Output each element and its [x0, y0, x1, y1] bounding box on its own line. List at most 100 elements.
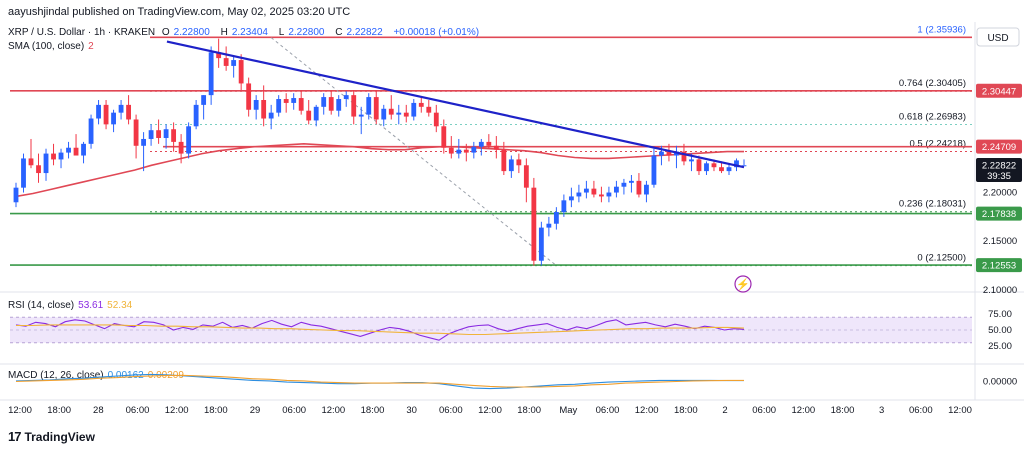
candle-body — [118, 104, 124, 113]
x-tick-label: 06:00 — [752, 405, 776, 416]
candle-body — [231, 60, 237, 66]
candle-body — [726, 167, 732, 172]
candle-body — [456, 149, 462, 154]
candle-body — [88, 118, 94, 144]
candle-body — [103, 104, 109, 125]
candle-body — [336, 99, 342, 111]
currency-label: USD — [987, 33, 1008, 44]
candle-body — [591, 188, 597, 195]
x-tick-label: 12:00 — [165, 405, 189, 416]
candle-body — [238, 60, 244, 84]
candle-body — [478, 141, 484, 147]
candle-body — [358, 114, 364, 117]
candle-body — [328, 97, 334, 111]
close-label: C 2.22822 — [335, 27, 383, 38]
sma-label: SMA (100, close) — [8, 41, 85, 52]
candle-body — [418, 102, 424, 107]
x-tick-label: 28 — [93, 405, 104, 416]
candle-body — [58, 152, 64, 160]
candle-body — [523, 165, 529, 188]
x-tick-label: 3 — [879, 405, 884, 416]
candle-body — [43, 153, 49, 174]
x-tick-label: 12:00 — [635, 405, 659, 416]
price-badge-3 — [976, 206, 1022, 221]
tradingview-logo[interactable]: 17 TradingView — [8, 429, 95, 444]
rsi-ma-line — [16, 324, 745, 336]
countdown-label: 39:35 — [987, 171, 1011, 182]
price-badge-label-2: 2.22822 — [982, 161, 1016, 172]
candle-body — [561, 200, 567, 213]
rsi-legend[interactable]: RSI (14, close) 53.61 52.34 — [8, 300, 136, 311]
x-tick-label: 06:00 — [126, 405, 150, 416]
high-label: H 2.23404 — [220, 27, 268, 38]
macd-line — [15, 373, 744, 390]
symbol-label[interactable]: XRP / U.S. Dollar · 1h · KRAKEN — [8, 27, 156, 38]
candle-body — [343, 95, 349, 100]
candle-body — [689, 159, 694, 162]
x-tick-label: May — [559, 405, 577, 416]
candle-body — [426, 106, 432, 113]
candle-body — [66, 147, 71, 153]
macd-tick-label: 0.00000 — [983, 377, 1017, 388]
tradingview-logo-mark-icon: 17 — [8, 429, 22, 444]
candle-body — [261, 100, 267, 119]
signal-line — [15, 374, 744, 388]
candle-body — [711, 163, 717, 168]
candle-body — [178, 141, 184, 154]
candle-body — [493, 145, 499, 150]
y-tick-label: 2.15000 — [983, 236, 1017, 247]
candle-body — [163, 129, 169, 138]
candle-body — [741, 165, 747, 167]
x-tick-label: 12:00 — [8, 405, 32, 416]
candle-body — [96, 104, 101, 119]
candle-body — [313, 106, 319, 121]
fib-label-5: 0 (2.12500) — [917, 253, 966, 264]
x-tick-label: 30 — [406, 405, 417, 416]
candle-body — [111, 112, 116, 125]
rsi-tick-label: 75.00 — [988, 309, 1012, 320]
publisher-line: aayushjindal published on TradingView.co… — [8, 6, 351, 18]
x-tick-label: 18:00 — [517, 405, 541, 416]
rsi-label: RSI (14, close) — [8, 300, 75, 311]
candle-body — [253, 100, 259, 110]
candle-body — [186, 126, 192, 154]
x-tick-label: 12:00 — [791, 405, 815, 416]
candle-body — [373, 97, 379, 120]
candle-body — [36, 165, 41, 174]
candle-body — [171, 129, 177, 142]
x-tick-label: 18:00 — [47, 405, 71, 416]
candle-body — [193, 104, 199, 127]
candle-body — [366, 97, 372, 115]
candle-body — [606, 192, 612, 197]
brand-label: TradingView — [24, 429, 95, 444]
candle-body — [531, 187, 537, 261]
fib-diagonal — [270, 37, 557, 266]
candle-body — [223, 58, 229, 66]
candle-body — [298, 98, 304, 111]
candle-body — [666, 151, 672, 156]
candle-body — [629, 180, 634, 183]
candle-body — [216, 52, 222, 59]
candle-body — [28, 158, 34, 166]
macd-label: MACD (12, 26, close) — [8, 370, 104, 381]
candle-body — [471, 146, 477, 153]
x-tick-label: 18:00 — [674, 405, 698, 416]
candle-body — [636, 180, 642, 195]
candle-body — [268, 112, 274, 119]
candle-body — [719, 167, 724, 172]
currency-box — [976, 27, 1020, 47]
candle-body — [538, 227, 544, 261]
candle-body — [246, 83, 252, 110]
candle-body — [704, 163, 709, 172]
fib-label-0: 1 (2.35936) — [917, 24, 966, 35]
sma-line — [15, 142, 744, 198]
sma-legend[interactable]: SMA (100, close) 2 — [8, 41, 98, 52]
candle-body — [141, 138, 147, 146]
candle-body — [583, 188, 589, 193]
candle-body — [156, 130, 162, 138]
x-tick-label: 2 — [722, 405, 727, 416]
candle-body — [51, 153, 56, 160]
candle-body — [148, 130, 154, 139]
candle-body — [501, 149, 507, 172]
